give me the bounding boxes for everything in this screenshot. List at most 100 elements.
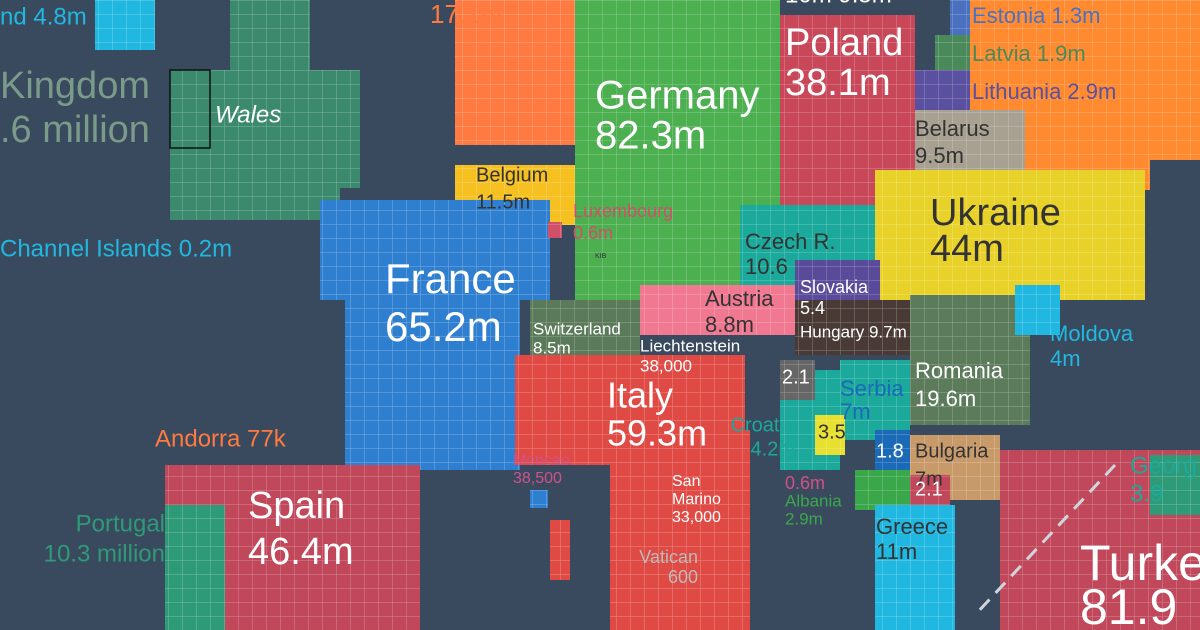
country-label: Croatia (731, 414, 796, 436)
country-grid (1150, 455, 1200, 515)
country-grid (910, 475, 950, 510)
country-label: 9.5m (915, 143, 964, 168)
country-label: Serbia (840, 376, 904, 401)
country-label: Moncao (513, 452, 570, 469)
country-grid (165, 505, 225, 630)
country-label: Channel Islands 0.2m (0, 235, 232, 262)
country-label: Vatican (639, 547, 698, 567)
country-grid (950, 0, 970, 40)
country-label: Belgium (476, 164, 548, 186)
country-label: 65.2m (385, 303, 502, 350)
country-label: Turke (1080, 535, 1200, 591)
country-grid (548, 222, 562, 238)
country-grid (455, 0, 585, 145)
country-label: 4m (1050, 346, 1081, 371)
country-grid (530, 300, 640, 360)
country-label: Slovakia (800, 277, 869, 297)
wales-outline (169, 69, 211, 149)
country-label: Lithuania 2.9m (972, 79, 1116, 104)
country-label: Bulgaria (915, 440, 989, 462)
country-label: Andorra 77k (155, 425, 287, 452)
country-label: 0.6m (785, 473, 825, 493)
country-label: 1.8 (876, 440, 904, 462)
country-label: 2.1 (915, 478, 943, 500)
country-grid (320, 200, 550, 300)
country-label: 2.9m (785, 509, 823, 528)
country-label: Moldova (1050, 321, 1134, 346)
country-grid (795, 300, 910, 355)
country-label: 8.5m (533, 338, 571, 357)
country-label: Poland (785, 22, 903, 64)
country-label: Greece (876, 514, 948, 539)
country-label: 7m (840, 399, 871, 424)
country-grid (815, 415, 845, 455)
country-grid (230, 0, 310, 70)
country-label: Hungary 9.7m (800, 322, 907, 341)
country-grid (550, 520, 570, 580)
country-label: 10.3 million (44, 540, 165, 567)
country-label: Liechtenstein (640, 336, 740, 355)
country-label: Italy (607, 375, 673, 416)
country-label: 11.5m (476, 191, 530, 213)
country-label: Estonia 1.3m (972, 3, 1100, 28)
country-label: 11m (876, 539, 917, 564)
country-grid (170, 185, 340, 220)
country-label: Switzerland (533, 319, 621, 338)
country-grid (875, 505, 955, 630)
country-label: .6 million (0, 109, 150, 151)
country-label: Kingdom (0, 65, 150, 107)
country-label: 38,000 (640, 356, 692, 375)
country-grid (935, 35, 970, 70)
country-label: 10.6 (745, 254, 788, 279)
country-label: 19.6m (915, 386, 976, 411)
country-grid (875, 170, 1145, 300)
country-grid (170, 70, 360, 188)
country-label: Czech R. (745, 229, 835, 254)
country-label: Spain (248, 485, 345, 527)
country-label: Georg (1130, 452, 1197, 479)
country-label: Austria (705, 286, 774, 311)
country-label: 3.9 (1130, 480, 1163, 507)
country-label: 7m (915, 468, 943, 490)
country-label: San (672, 473, 700, 490)
country-label: 600 (668, 567, 698, 587)
country-label: 38.1m (785, 62, 891, 104)
country-label: 5.4 (800, 298, 825, 318)
country-grid (840, 360, 910, 440)
country-label: Albania (785, 491, 842, 510)
country-label: 59.3m (607, 413, 707, 454)
country-grid (795, 260, 880, 300)
country-grid (915, 110, 1025, 170)
country-grid (855, 470, 910, 510)
country-label: 8.8m (705, 312, 754, 337)
country-label: Luxembourg (573, 201, 673, 221)
country-grid (345, 300, 520, 470)
country-grid (95, 0, 155, 50)
country-grid (875, 430, 910, 470)
country-grid (915, 70, 970, 110)
country-label: 3.5 (818, 421, 846, 443)
country-label: 38,500 (513, 470, 562, 487)
country-label: France (385, 255, 516, 302)
country-grid (640, 285, 795, 335)
country-label: 81.9 (1080, 579, 1177, 630)
country-label: 4.2m (751, 438, 795, 460)
country-label: Romania (915, 358, 1004, 383)
country-label: 82.3m (595, 114, 706, 158)
country-grid (530, 490, 548, 508)
country-label: Ukraine (930, 192, 1061, 234)
country-label: Belarus (915, 116, 990, 141)
country-label: Wales (215, 101, 281, 128)
country-label: 44m (930, 228, 1004, 270)
country-label: Germany (595, 74, 760, 118)
country-label: Marino (672, 491, 721, 508)
country-label: Latvia 1.9m (972, 41, 1086, 66)
country-label: 2.1 (782, 366, 810, 388)
country-grid (610, 430, 750, 630)
country-label: 10m 9.5m (785, 0, 892, 8)
country-grid (910, 295, 1030, 425)
border-dash (973, 463, 1117, 617)
